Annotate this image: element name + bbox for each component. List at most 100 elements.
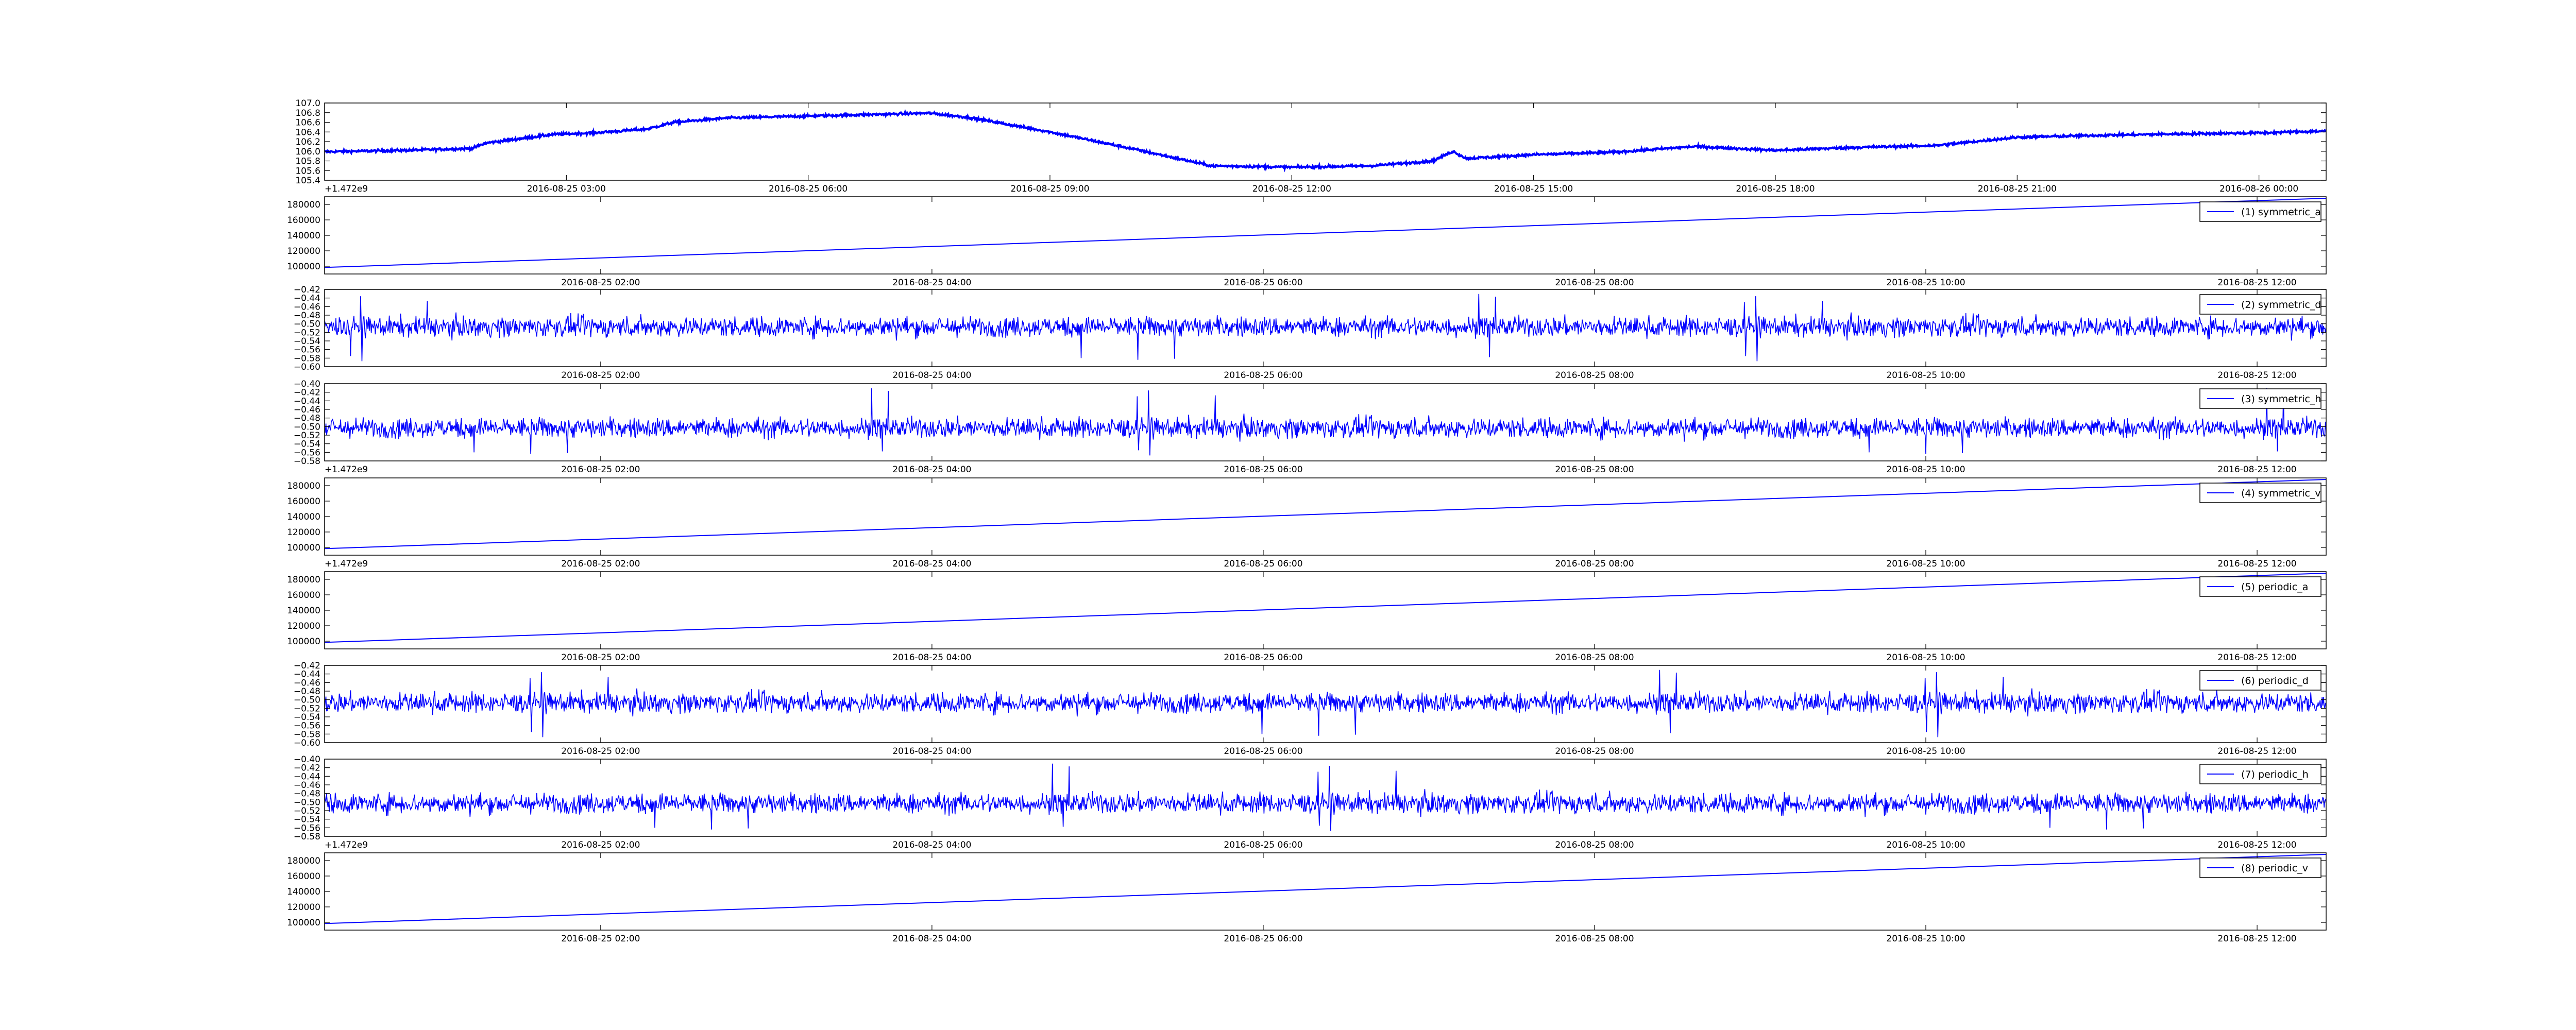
series-line-group — [325, 294, 2326, 362]
y-tick-label: −0.58 — [294, 456, 320, 467]
legend: (5) periodic_a — [2199, 576, 2321, 597]
panel-periodic_a: 100000 120000 140000 160000 180000 2016-08-25… — [287, 571, 2327, 663]
panel-symmetric_v: 100000 120000 140000 160000 180000 2016-08-25… — [287, 477, 2327, 569]
x-tick-label: 2016-08-25 10:00 — [1886, 746, 1965, 757]
x-tick-label: 2016-08-25 04:00 — [892, 934, 971, 944]
legend: (1) symmetric_a — [2199, 201, 2321, 222]
x-tick-label: 2016-08-25 12:00 — [2217, 746, 2296, 757]
offset-label: +1.472e9 — [325, 559, 368, 569]
x-tick-label: 2016-08-25 06:00 — [1224, 465, 1302, 475]
series-line — [325, 109, 2326, 173]
x-axis: 2016-08-25 02:00 2016-08-25 04:00 2016-08-… — [561, 572, 2297, 663]
series-line — [325, 670, 2326, 737]
series-line-group — [325, 854, 2326, 924]
x-axis: 2016-08-25 03:00 2016-08-25 06:00 2016-08-… — [527, 103, 2298, 194]
series-line-group — [325, 479, 2326, 550]
y-tick-label: −0.42 — [294, 285, 320, 295]
y-tick-label: −0.54 — [294, 439, 320, 450]
x-tick-label: 2016-08-25 10:00 — [1886, 653, 1965, 663]
x-tick-label: 2016-08-25 04:00 — [892, 746, 971, 757]
y-tick-label: −0.44 — [294, 771, 320, 782]
x-tick-label: 2016-08-25 08:00 — [1555, 370, 1634, 381]
x-tick-label: 2016-08-25 18:00 — [1736, 184, 1815, 194]
series-line — [325, 198, 2326, 268]
x-tick-label: 2016-08-25 04:00 — [892, 840, 971, 850]
y-tick-label: −0.42 — [294, 388, 320, 398]
y-tick-label: −0.40 — [294, 754, 320, 765]
x-axis: 2016-08-25 02:00 2016-08-25 04:00 2016-08-… — [561, 289, 2297, 381]
x-tick-label: 2016-08-25 06:00 — [1224, 370, 1302, 381]
axes-frame — [324, 383, 2327, 461]
y-tick-label: −0.56 — [294, 823, 320, 833]
y-tick-label: 180000 — [287, 200, 320, 210]
y-tick-label: 160000 — [287, 215, 320, 226]
y-tick-label: −0.58 — [294, 832, 320, 842]
y-tick-label: 140000 — [287, 606, 320, 616]
series-line — [325, 573, 2326, 643]
y-tick-label: −0.54 — [294, 336, 320, 347]
y-tick-label: 180000 — [287, 481, 320, 491]
y-tick-label: −0.42 — [294, 661, 320, 671]
offset-label: +1.472e9 — [325, 184, 368, 194]
panel-symmetric_d: −0.60−0.58−0.56−0.54−0.52−0.50−0.48−0.46… — [294, 285, 2327, 381]
x-tick-label: 2016-08-25 08:00 — [1555, 653, 1634, 663]
y-axis: 100000 120000 140000 160000 180000 — [287, 575, 2326, 647]
y-tick-label: 120000 — [287, 246, 320, 256]
x-tick-label: 2016-08-25 08:00 — [1555, 934, 1634, 944]
y-tick-label: −0.56 — [294, 345, 320, 355]
y-tick-label: −0.52 — [294, 431, 320, 441]
x-tick-label: 2016-08-25 02:00 — [561, 653, 640, 663]
x-axis: 2016-08-25 02:00 2016-08-25 04:00 2016-08-… — [561, 665, 2297, 757]
y-tick-label: −0.56 — [294, 721, 320, 731]
y-tick-label: −0.48 — [294, 414, 320, 424]
x-tick-label: 2016-08-25 12:00 — [2217, 370, 2296, 381]
x-tick-label: 2016-08-25 10:00 — [1886, 465, 1965, 475]
x-axis: 2016-08-25 02:00 2016-08-25 04:00 2016-08-… — [561, 853, 2297, 944]
y-tick-label: 106.6 — [295, 118, 320, 128]
panel-periodic_v: 100000 120000 140000 160000 180000 2016-08-25… — [287, 852, 2327, 944]
y-tick-label: −0.52 — [294, 806, 320, 816]
legend-label: (4) symmetric_v — [2241, 488, 2321, 499]
x-tick-label: 2016-08-25 12:00 — [2217, 278, 2296, 288]
x-tick-label: 2016-08-25 06:00 — [1224, 934, 1302, 944]
y-tick-label: 106.4 — [295, 127, 320, 138]
legend: (8) periodic_v — [2199, 857, 2321, 878]
x-tick-label: 2016-08-25 12:00 — [2217, 559, 2296, 569]
y-tick-label: 106.8 — [295, 108, 320, 118]
x-tick-label: 2016-08-25 08:00 — [1555, 840, 1634, 850]
series-line-group — [325, 573, 2326, 643]
x-tick-label: 2016-08-25 04:00 — [892, 278, 971, 288]
legend-label: (2) symmetric_d — [2241, 299, 2321, 311]
y-tick-label: 140000 — [287, 231, 320, 241]
series-line — [325, 388, 2326, 456]
panel-periodic_h: −0.58−0.56−0.54−0.52−0.50−0.48−0.46−0.44… — [294, 754, 2327, 850]
y-tick-label: −0.44 — [294, 294, 320, 304]
legend-label: (7) periodic_h — [2241, 769, 2309, 780]
y-tick-label: −0.54 — [294, 815, 320, 825]
axes-frame — [324, 759, 2327, 837]
series-line-group — [325, 670, 2326, 737]
panel-temperature: 105.4105.6105.8106.0106.2106.4106.6106.8… — [295, 98, 2327, 194]
y-tick-label: −0.42 — [294, 763, 320, 774]
x-tick-label: 2016-08-25 02:00 — [561, 465, 640, 475]
y-tick-label: 105.4 — [295, 176, 320, 186]
y-axis: 100000 120000 140000 160000 180000 — [287, 481, 2326, 553]
x-tick-label: 2016-08-25 12:00 — [2217, 465, 2296, 475]
y-tick-label: −0.60 — [294, 362, 320, 372]
x-tick-label: 2016-08-25 12:00 — [2217, 840, 2296, 850]
y-axis: −0.58−0.56−0.54−0.52−0.50−0.48−0.46−0.44… — [294, 754, 2326, 842]
series-line-group — [325, 388, 2326, 456]
y-tick-label: 100000 — [287, 637, 320, 647]
x-tick-label: 2016-08-25 08:00 — [1555, 465, 1634, 475]
y-tick-label: −0.60 — [294, 738, 320, 748]
axes-frame — [324, 665, 2327, 743]
y-tick-label: −0.52 — [294, 703, 320, 714]
legend: (2) symmetric_d — [2199, 294, 2321, 315]
y-tick-label: 100000 — [287, 262, 320, 272]
x-tick-label: 2016-08-25 02:00 — [561, 559, 640, 569]
x-tick-label: 2016-08-25 10:00 — [1886, 840, 1965, 850]
y-tick-label: 105.6 — [295, 166, 320, 176]
axes-frame — [324, 102, 2327, 181]
x-tick-label: 2016-08-25 06:00 — [1224, 746, 1302, 757]
